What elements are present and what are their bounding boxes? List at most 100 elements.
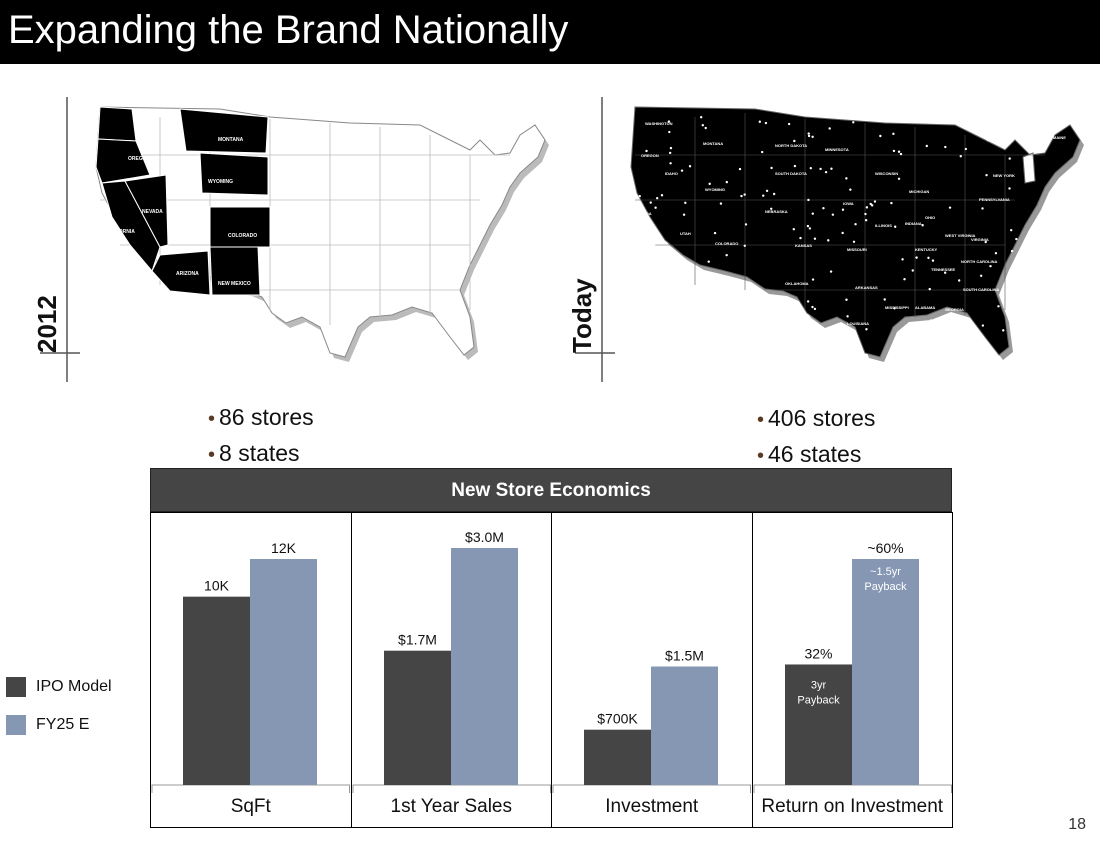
page-number: 18 [1068,816,1086,833]
store-marker [864,218,868,222]
store-marker [760,150,764,154]
state-label: WISCONSIN [875,171,898,176]
store-marker [927,256,930,260]
state-label: NORTH CAROLINA [961,259,998,264]
legend-swatch [6,715,26,735]
store-marker [831,213,835,216]
store-marker [830,167,833,170]
store-marker [846,315,849,318]
store-marker [841,231,844,235]
state-shape [124,174,169,248]
store-marker [827,239,830,242]
store-marker [793,139,796,143]
store-marker [893,307,896,310]
store-marker [740,194,743,198]
map-today-graphic: WASHINGTON OREGON MONTANA NORTH DAKOTA MINNE… [575,97,1084,382]
store-marker [738,167,742,171]
store-marker [645,149,648,153]
store-marker [897,177,901,180]
state-shape [1022,152,1036,184]
state-label: NEW MEXICO [715,287,741,292]
store-marker [699,115,703,119]
store-marker [728,310,732,313]
state-label: WEST VIRGINIA [945,233,976,238]
state-shape [95,138,151,184]
store-marker [824,170,828,174]
store-marker [647,247,650,251]
store-marker [739,326,743,329]
store-marker [829,270,833,273]
bar-fy25 [651,666,718,785]
economics-header: New Store Economics [150,468,952,512]
us-outline-today: WASHINGTON OREGON MONTANA NORTH DAKOTA MINNE… [630,106,1084,366]
bar-chart: $700K $1.5M [552,648,751,793]
store-marker [944,145,947,149]
bar-value-label: ~60% [867,540,903,556]
store-marker [670,333,674,337]
store-marker [845,177,848,180]
state-shape [97,106,137,142]
store-marker [915,256,918,259]
store-marker [964,147,968,151]
bar-ipo-model [383,650,451,785]
store-marker [811,135,814,139]
payback-note: Payback [864,581,907,593]
store-marker [772,192,776,196]
store-marker [811,278,815,281]
store-marker [807,134,811,138]
state-label: CALIFORNIA [104,229,135,235]
bar-value-label: $3.0M [465,529,504,545]
state-label: VIRGINIA [971,237,989,242]
store-marker [957,279,961,282]
store-marker [864,212,867,216]
era-label-today: Today [567,278,597,353]
state-label: KENTUCKY [915,247,938,252]
store-marker [892,149,896,153]
store-marker [845,298,848,301]
state-label: WYOMING [208,179,233,185]
state-label: MINNESOTA [825,147,849,152]
store-marker [707,260,710,263]
economics-panel: $700K $1.5M Investment [551,512,753,828]
state-shape [199,152,269,196]
bullet-item: • 46 states [757,441,862,467]
store-marker [852,240,856,243]
store-marker [746,287,750,291]
store-marker [808,227,812,230]
store-marker [994,252,998,255]
state-label: COLORADO [715,241,738,246]
state-label: ALABAMA [915,305,935,310]
state-label: TENNESSEE [931,267,956,272]
store-marker [869,202,872,206]
store-marker [865,206,869,209]
title-bar: Expanding the Brand Nationally [0,0,1100,64]
state-shape [209,246,261,296]
store-marker [852,121,855,124]
state-label: MONTANA [218,137,244,143]
store-marker [669,162,672,165]
store-marker [684,201,687,205]
store-marker [787,122,791,126]
store-marker [682,213,686,216]
store-marker [811,305,814,309]
state-label: NEBRASKA [765,209,788,214]
store-marker [685,276,688,279]
state-label: OREGON [641,153,659,158]
state-label: LOUISIANA [847,321,869,326]
map-2012: OREGON MONTANA WYOMING NEVADA CALIFORNIA COLO… [32,95,560,385]
store-marker [770,207,773,210]
store-marker [667,120,671,123]
store-marker [783,318,786,322]
state-label: MICHIGAN [909,189,929,194]
store-marker [684,290,687,293]
store-marker [726,278,730,281]
store-marker [793,164,797,168]
state-shape [209,206,271,248]
store-marker [931,259,935,262]
store-marker [921,224,924,227]
state-label: SOUTH DAKOTA [775,171,807,176]
store-marker [883,298,886,301]
state-shape [179,108,269,154]
store-marker [680,169,684,172]
store-marker [725,298,728,301]
